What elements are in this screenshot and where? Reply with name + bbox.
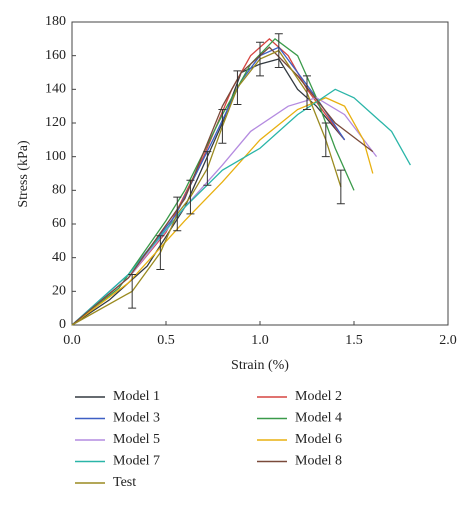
series-line bbox=[71, 37, 346, 326]
error-bar bbox=[156, 235, 165, 270]
x-tick-label: 2.0 bbox=[439, 333, 457, 348]
y-axis-label: Stress (kPa) bbox=[16, 140, 31, 208]
error-bar bbox=[233, 70, 242, 105]
series-line bbox=[71, 97, 374, 326]
error-bar bbox=[303, 75, 311, 111]
series-line bbox=[71, 97, 378, 326]
y-tick-label: 160 bbox=[45, 48, 66, 63]
legend-label: Model 6 bbox=[295, 432, 342, 447]
error-bar bbox=[186, 179, 195, 215]
error-bar bbox=[274, 33, 283, 68]
x-axis-label: Strain (%) bbox=[231, 358, 289, 373]
series-line bbox=[71, 37, 355, 326]
legend-label: Model 1 bbox=[113, 389, 160, 404]
error-bar bbox=[173, 196, 182, 232]
y-tick-label: 140 bbox=[45, 82, 66, 97]
y-tick-label: 100 bbox=[45, 149, 66, 164]
error-bar bbox=[128, 274, 137, 309]
y-tick-label: 60 bbox=[52, 216, 66, 231]
x-tick-label: 0.0 bbox=[63, 333, 81, 348]
y-tick-label: 0 bbox=[59, 317, 66, 332]
error-bar bbox=[218, 109, 227, 144]
error-bar bbox=[256, 41, 264, 77]
x-tick-label: 0.5 bbox=[157, 333, 175, 348]
legend-label: Model 5 bbox=[113, 432, 160, 447]
y-tick-label: 80 bbox=[52, 183, 66, 198]
series-line bbox=[71, 58, 346, 326]
y-tick-label: 120 bbox=[45, 115, 66, 130]
series-line bbox=[71, 46, 374, 326]
y-tick-label: 20 bbox=[52, 284, 66, 299]
legend-label: Model 8 bbox=[295, 454, 342, 469]
error-bar bbox=[321, 122, 330, 158]
error-bar bbox=[336, 169, 345, 205]
series-line bbox=[71, 88, 411, 326]
legend-label: Model 7 bbox=[113, 454, 160, 469]
legend-label: Model 3 bbox=[113, 411, 160, 426]
x-tick-label: 1.0 bbox=[251, 333, 269, 348]
legend-label: Test bbox=[113, 475, 136, 490]
y-tick-label: 180 bbox=[45, 14, 66, 29]
error-bar bbox=[203, 151, 212, 186]
legend-label: Model 2 bbox=[295, 389, 342, 404]
x-tick-label: 1.5 bbox=[345, 333, 363, 348]
y-tick-label: 40 bbox=[52, 250, 66, 265]
legend-label: Model 4 bbox=[295, 411, 342, 426]
